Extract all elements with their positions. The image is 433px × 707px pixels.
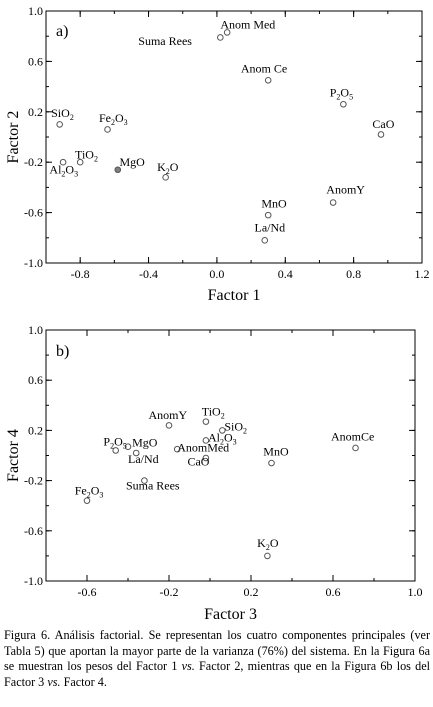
x-tick-label: 1.0 <box>408 585 423 599</box>
data-point <box>202 437 210 444</box>
y-tick-label: -0.2 <box>24 474 43 488</box>
data-point-label: Suma Rees <box>138 34 192 48</box>
data-point-label: MnO <box>261 197 287 211</box>
data-point-label: K2O <box>157 160 179 176</box>
caption-text-1: Análisis factorial. Se representan los c… <box>4 628 430 674</box>
data-point <box>268 459 275 467</box>
data-point-label: Anom Ce <box>241 62 287 76</box>
data-point <box>261 237 269 244</box>
caption-vs-2: vs. <box>47 674 61 689</box>
x-tick-label: 1.2 <box>415 267 430 281</box>
data-point <box>340 100 347 108</box>
data-point-label: MnO <box>263 445 289 459</box>
data-point-label: Fe2O3 <box>75 483 104 499</box>
data-point <box>173 445 181 453</box>
data-point-label: La/Nd <box>128 452 159 466</box>
data-point-label: SiO2 <box>51 106 74 122</box>
caption-text-3: Factor 4. <box>60 674 107 689</box>
y-tick-label: -0.2 <box>24 155 43 169</box>
x-axis-label: Factor 3 <box>204 606 257 623</box>
caption-figure-label: Figura 6. <box>4 628 51 642</box>
data-point-label: Suma Rees <box>126 478 180 492</box>
data-point-label: TiO2 <box>75 147 98 163</box>
data-point-label: Anom Med <box>220 18 275 32</box>
x-axis-label: Factor 1 <box>208 287 261 304</box>
y-axis-label: Factor 2 <box>5 111 22 164</box>
x-tick-label: -0.6 <box>78 585 97 599</box>
chart-factor1-vs-factor2: -0.8 -0.4 0.0 0.4 0.8 1.2 1.0 0.6 0.2 -0.2 -0.6 -1.… <box>5 4 430 304</box>
data-point <box>202 418 210 425</box>
y-tick-label: 1.0 <box>28 323 43 337</box>
data-point-label: Fe2O3 <box>99 111 128 127</box>
data-point-label: AnomY <box>149 408 188 422</box>
data-point <box>56 121 63 128</box>
data-point-label: La/Nd <box>255 221 286 235</box>
y-tick-label: -1.0 <box>24 574 43 588</box>
x-tick-label: 0.4 <box>278 267 293 281</box>
data-point-label: CaO <box>187 455 209 469</box>
data-point-label: MgO <box>132 436 158 450</box>
x-tick-label: -0.8 <box>71 267 90 281</box>
data-point-label: Al2O3 <box>49 163 78 179</box>
x-tick-label: 0.8 <box>346 267 361 281</box>
data-point-label: MgO <box>119 155 145 169</box>
data-point-label: Al2O3 <box>208 431 237 447</box>
x-tick-label: -0.4 <box>139 267 158 281</box>
data-point <box>223 29 231 36</box>
x-tick-label: 0.6 <box>326 585 341 599</box>
x-tick-label: 0.0 <box>209 267 224 281</box>
y-tick-label: 0.2 <box>28 423 43 437</box>
data-point <box>352 444 359 452</box>
data-point <box>104 126 111 133</box>
data-point <box>76 158 84 166</box>
y-tick-label: -1.0 <box>24 256 43 270</box>
data-point <box>114 166 122 174</box>
y-axis-label: Factor 4 <box>5 429 22 482</box>
data-point-label: CaO <box>372 117 394 131</box>
panel-label: b) <box>56 343 69 360</box>
panel-label: a) <box>56 23 68 40</box>
y-tick-label: 1.0 <box>28 4 43 18</box>
data-point <box>202 454 210 462</box>
data-point <box>217 34 224 41</box>
y-tick-label: -0.6 <box>24 524 43 538</box>
data-point <box>112 447 119 454</box>
caption-vs-1: vs. <box>181 659 195 674</box>
data-point-label: TiO2 <box>202 404 225 420</box>
caption-text-2: Factor 2, mientras que en la Figura 6b l… <box>4 659 430 689</box>
y-tick-label: 0.2 <box>28 105 43 119</box>
data-point-label: P2O5 <box>103 434 126 450</box>
data-point <box>377 131 385 138</box>
data-point <box>141 477 148 484</box>
data-point-label: AnomMed <box>177 441 229 455</box>
x-tick-label: -0.2 <box>160 585 179 599</box>
data-point <box>219 427 226 434</box>
data-point-label: AnomY <box>326 183 365 197</box>
data-point <box>329 199 337 206</box>
data-point <box>264 552 271 560</box>
figure-caption: Figura 6. Análisis factorial. Se represe… <box>4 628 430 690</box>
data-point-label: P2O5 <box>330 86 353 102</box>
data-point <box>83 497 91 504</box>
data-point <box>165 422 173 429</box>
chart-factor3-vs-factor4: -0.6 -0.2 0.2 0.6 1.0 1.0 0.6 0.2 -0.2 -0.6 -1.0 Fa… <box>5 323 423 623</box>
data-point-label: K2O <box>257 536 279 552</box>
data-point <box>59 158 67 166</box>
plot-frame <box>45 10 423 264</box>
data-point <box>162 174 169 181</box>
data-point <box>124 443 132 451</box>
data-point-label: SiO2 <box>224 419 247 435</box>
y-tick-label: 0.6 <box>28 54 43 68</box>
x-tick-label: 0.2 <box>244 585 259 599</box>
y-tick-label: 0.6 <box>28 373 43 387</box>
data-point <box>264 77 272 84</box>
plot-frame <box>45 329 416 582</box>
data-point <box>264 211 272 219</box>
data-point <box>132 449 140 457</box>
data-point-label: AnomCe <box>331 429 374 443</box>
y-tick-label: -0.6 <box>24 206 43 220</box>
